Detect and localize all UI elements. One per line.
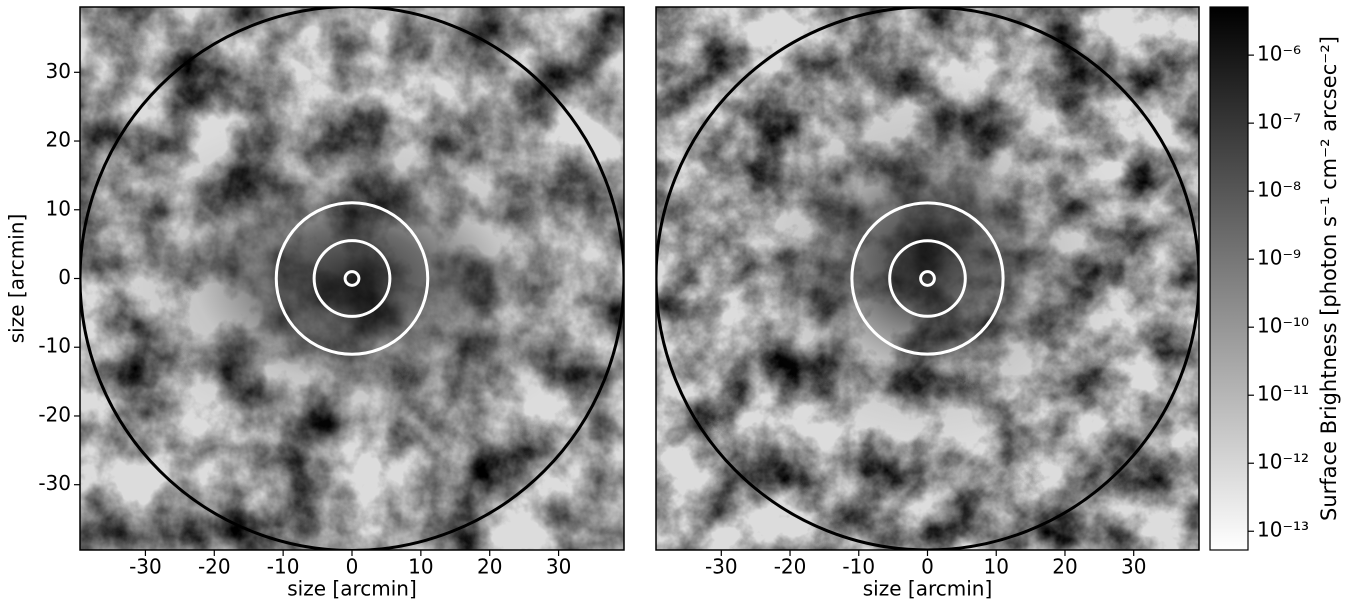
x-tick-label: 30 — [546, 555, 571, 579]
aperture-circle — [888, 239, 967, 318]
x-tick-label: 30 — [1121, 555, 1146, 579]
x-tick-label: 0 — [921, 555, 934, 579]
colorbar-tick-label: 10⁻⁶ — [1257, 42, 1301, 66]
aperture-circle — [343, 270, 361, 287]
x-tick-label: -10 — [842, 555, 875, 579]
colorbar-tick-label: 10⁻¹¹ — [1257, 382, 1309, 406]
x-tick-label: -20 — [774, 555, 807, 579]
x-tick-label: 0 — [346, 555, 359, 579]
x-tick-label: 10 — [984, 555, 1009, 579]
x-tick-label: -10 — [267, 555, 300, 579]
aperture-circle — [850, 201, 1005, 356]
aperture-circle — [312, 239, 392, 318]
x-axis-label: size [arcmin] — [287, 577, 417, 601]
image-left — [80, 7, 624, 550]
x-tick-label: -30 — [129, 555, 162, 579]
colorbar — [1210, 7, 1248, 550]
x-axis-label: size [arcmin] — [863, 577, 993, 601]
y-tick-label: 20 — [46, 128, 71, 152]
x-tick-label: 20 — [1052, 555, 1077, 579]
aperture-circle — [919, 270, 936, 287]
y-tick-label: -10 — [38, 334, 71, 358]
colorbar-tick-label: 10⁻⁹ — [1257, 246, 1301, 270]
colorbar-label: Surface Brightness [photon s⁻¹ cm⁻² arcs… — [1317, 36, 1341, 521]
aperture-circle — [274, 201, 430, 356]
colorbar-frame — [1209, 6, 1249, 551]
image-right — [656, 7, 1199, 550]
x-tick-label: 20 — [477, 555, 502, 579]
colorbar-tick-label: 10⁻¹⁰ — [1257, 314, 1309, 338]
colorbar-tick-label: 10⁻⁷ — [1257, 110, 1301, 134]
y-tick-label: 0 — [58, 265, 71, 289]
colorbar-tick-label: 10⁻⁸ — [1257, 178, 1301, 202]
colorbar-tick-label: 10⁻¹³ — [1257, 518, 1309, 542]
y-axis-label: size [arcmin] — [5, 214, 29, 344]
x-tick-label: -20 — [198, 555, 231, 579]
colorbar-tick-label: 10⁻¹² — [1257, 450, 1309, 474]
y-tick-label: -20 — [38, 402, 71, 426]
y-tick-label: -30 — [38, 471, 71, 495]
x-tick-label: 10 — [408, 555, 433, 579]
y-tick-label: 10 — [46, 196, 71, 220]
x-tick-label: -30 — [705, 555, 738, 579]
y-tick-label: 30 — [46, 59, 71, 83]
